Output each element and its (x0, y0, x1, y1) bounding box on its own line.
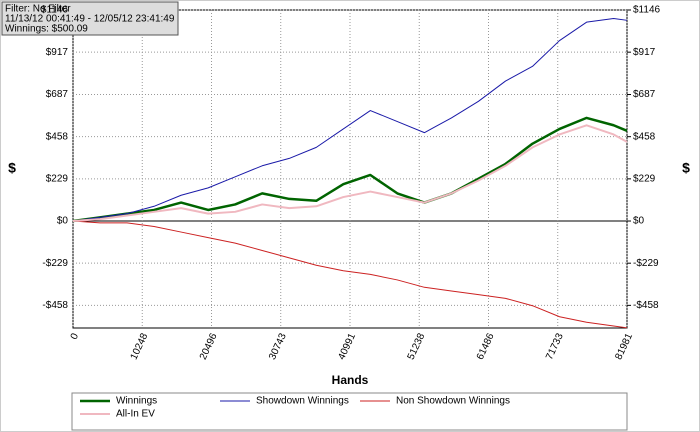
y2-axis-label: $ (682, 160, 690, 176)
y2-tick-label: $0 (633, 216, 645, 227)
y2-tick-label: -$458 (633, 300, 659, 311)
series-line (72, 17, 628, 222)
y-tick-label: -$458 (42, 300, 68, 311)
x-tick-label: 0 (69, 331, 82, 341)
y-tick-label: $1146 (41, 5, 69, 16)
y-axis-label: $ (8, 160, 16, 176)
y2-tick-label: $917 (633, 47, 656, 58)
legend-label: Winnings (116, 396, 157, 407)
series-line (72, 220, 628, 329)
y-tick-label: $0 (57, 216, 69, 227)
series-line (72, 124, 628, 223)
legend-box (71, 392, 628, 431)
legend-label: All-In EV (116, 409, 155, 420)
y2-tick-label: $229 (633, 173, 656, 184)
y2-tick-label: $458 (633, 131, 656, 142)
y-tick-label: $917 (46, 47, 69, 58)
info-range: 11/13/12 00:41:49 - 12/05/12 23:41:49 (5, 14, 175, 25)
y2-tick-label: $687 (633, 89, 656, 100)
legend-label: Showdown Winnings (256, 396, 349, 407)
info-box (1, 1, 179, 36)
legend-label: Non Showdown Winnings (396, 396, 510, 407)
y2-tick-label: $1146 (633, 5, 661, 16)
y-tick-label: -$229 (42, 258, 68, 269)
y-tick-label: $687 (46, 89, 69, 100)
series-line (72, 116, 628, 223)
x-axis-label: Hands (332, 373, 369, 387)
y-tick-label: $229 (46, 173, 69, 184)
y2-tick-label: -$229 (633, 258, 659, 269)
info-filter: Filter: No Filter (5, 4, 71, 15)
y-tick-label: $458 (46, 131, 69, 142)
info-winnings: Winnings: $500.09 (5, 24, 88, 35)
